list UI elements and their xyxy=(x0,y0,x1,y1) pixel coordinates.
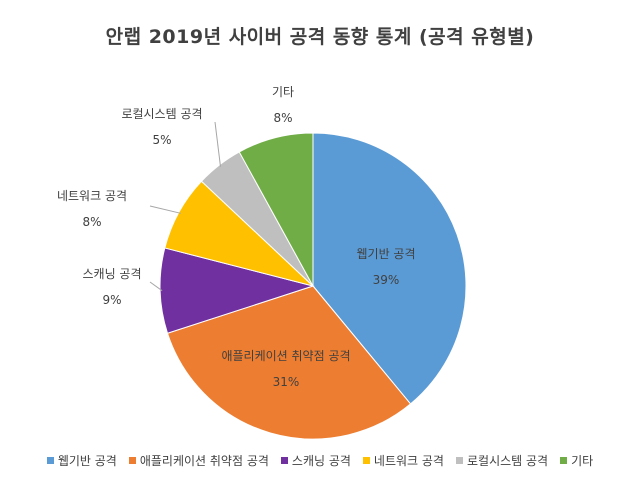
legend-label: 네트워크 공격 xyxy=(373,454,444,468)
slice-value-label: 5% xyxy=(152,133,171,147)
legend-swatch xyxy=(280,457,288,464)
legend-label: 스캐닝 공격 xyxy=(291,454,351,468)
legend-swatch xyxy=(455,457,463,464)
legend-swatch xyxy=(128,457,136,464)
legend-item: 로컬시스템 공격 xyxy=(455,452,549,469)
legend-label: 로컬시스템 공격 xyxy=(466,454,549,468)
slice-category-label: 웹기반 공격 xyxy=(356,247,415,261)
legend-label: 기타 xyxy=(571,454,594,468)
leader-line xyxy=(149,281,163,292)
legend-item: 스캐닝 공격 xyxy=(280,452,351,469)
slice-category-label: 기타 xyxy=(272,85,294,99)
legend-swatch xyxy=(560,457,568,464)
legend-swatch xyxy=(362,457,370,464)
leader-line xyxy=(214,121,221,167)
slice-value-label: 8% xyxy=(82,215,101,229)
slice-category-label: 로컬시스템 공격 xyxy=(121,107,202,121)
pie-slice xyxy=(238,132,314,287)
slice-category-label: 애플리케이션 취약점 공격 xyxy=(221,348,350,363)
pie-slice xyxy=(166,285,412,440)
legend-item: 애플리케이션 취약점 공격 xyxy=(128,452,269,469)
pie-slice xyxy=(312,132,467,405)
legend-item: 웹기반 공격 xyxy=(46,452,117,469)
slice-value-label: 9% xyxy=(102,293,121,307)
slice-value-label: 8% xyxy=(273,111,292,125)
legend-item: 네트워크 공격 xyxy=(362,452,444,469)
pie-slice xyxy=(159,247,315,334)
chart-title: 안랩 2019년 사이버 공격 동향 통계 (공격 유형별) xyxy=(105,26,535,48)
legend-label: 애플리케이션 취약점 공격 xyxy=(139,454,269,468)
leader-line xyxy=(149,205,181,214)
legend-item: 기타 xyxy=(560,452,593,469)
slice-category-label: 스캐닝 공격 xyxy=(82,267,141,281)
slice-value-label: 31% xyxy=(273,375,300,389)
legend: 웹기반 공격 애플리케이션 취약점 공격 스캐닝 공격 네트워크 공격 로컬시스템 공격… xyxy=(0,452,640,469)
slice-category-label: 네트워크 공격 xyxy=(57,189,127,203)
legend-label: 웹기반 공격 xyxy=(57,454,117,468)
slice-value-label: 39% xyxy=(373,273,400,287)
legend-swatch xyxy=(46,457,54,464)
